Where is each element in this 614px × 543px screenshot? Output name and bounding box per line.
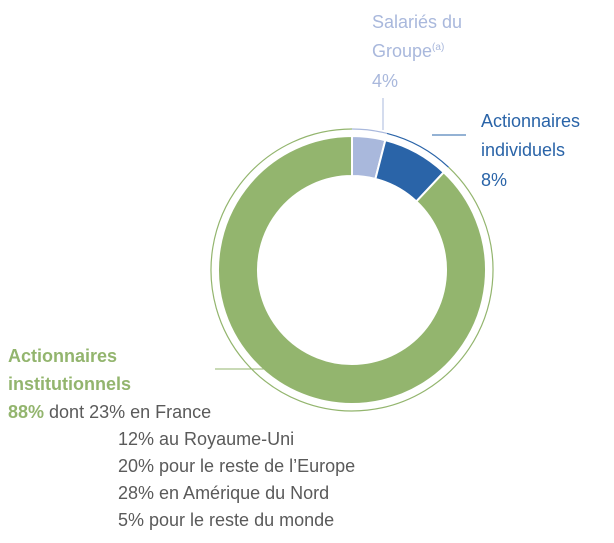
breakdown-intro: dont: [49, 402, 84, 422]
breakdown-label: pour le reste de l’Europe: [159, 456, 355, 476]
footnote-mark: (a): [432, 42, 444, 53]
value-label: 8%: [481, 170, 507, 190]
label-text: Salariés du: [372, 12, 462, 32]
slice: [217, 134, 487, 405]
slice-label: individuels: [481, 140, 565, 160]
label-text: institutionnels: [8, 374, 131, 394]
label-text: Actionnaires: [481, 111, 580, 131]
label-text: individuels: [481, 140, 565, 160]
value-label: 4%: [372, 71, 398, 91]
outer-ring: [386, 132, 449, 168]
outer-ring: [210, 128, 494, 412]
breakdown-line: 28% en Amérique du Nord: [118, 483, 329, 503]
slice-label: Actionnaires: [481, 111, 580, 131]
breakdown-value: 23%: [89, 402, 125, 422]
slice-label: institutionnels: [8, 374, 131, 394]
outer-ring: [351, 128, 388, 135]
breakdown-line: 12% au Royaume-Uni: [118, 429, 294, 449]
label-text: Groupe: [372, 41, 432, 61]
value-label: 88%: [8, 402, 44, 422]
breakdown-label: au Royaume-Uni: [159, 429, 294, 449]
breakdown-value: 5%: [118, 510, 144, 530]
breakdown-label: en France: [130, 402, 211, 422]
breakdown-line: 20% pour le reste de l’Europe: [118, 456, 355, 476]
label-text: Actionnaires: [8, 346, 117, 366]
breakdown-value: 12%: [118, 429, 154, 449]
breakdown-line: 5% pour le reste du monde: [118, 510, 334, 530]
value-label: 88% dont 23% en France: [8, 402, 211, 422]
slice-label: Groupe(a): [372, 41, 444, 61]
breakdown-label: pour le reste du monde: [149, 510, 334, 530]
breakdown-label: en Amérique du Nord: [159, 483, 329, 503]
breakdown-value: 20%: [118, 456, 154, 476]
slice-label: Salariés du: [372, 12, 462, 32]
breakdown-value: 28%: [118, 483, 154, 503]
slice-label: Actionnaires: [8, 346, 117, 366]
